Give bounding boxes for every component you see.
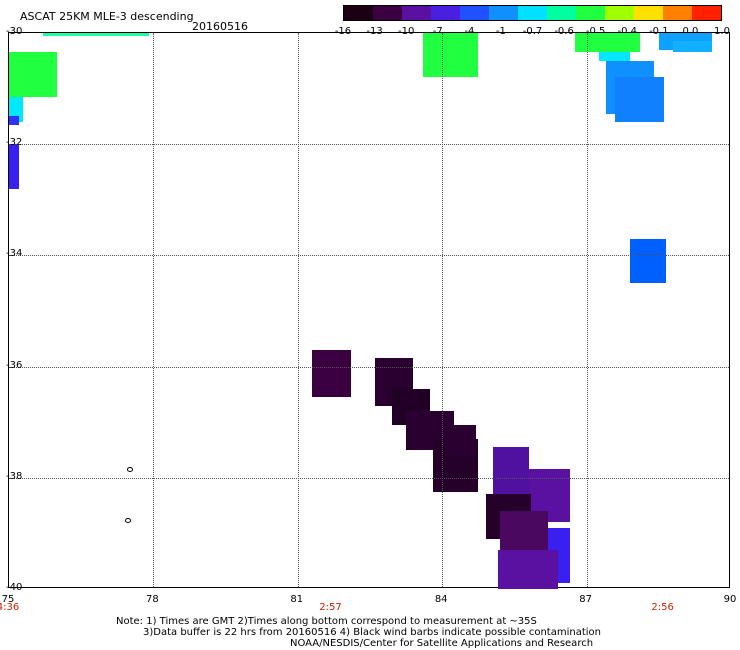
map-title: ASCAT 25KM MLE-3 descending [20,10,194,23]
colorbar-label: -0.4 [617,26,638,37]
lat-tick-label: -34 [6,248,23,260]
wind-cell [9,144,19,189]
colorbar-label: -13 [366,26,383,37]
colorbar-label: 0.0 [682,26,699,37]
grid-line-lon [153,33,155,587]
colorbar-segment [489,6,518,20]
colorbar [343,5,722,21]
time-label: 4:36 [0,602,20,613]
colorbar-segment [518,6,547,20]
colorbar-segment [460,6,489,20]
lon-tick-label: 75 [1,594,15,605]
wind-cell [422,33,479,78]
lat-tick-label: -36 [6,359,23,371]
grid-line-lon [442,33,444,587]
wind-cell [42,33,149,36]
lon-tick-label: 78 [146,594,159,605]
wind-cell [444,424,476,456]
note-line-3: NOAA/NESDIS/Center for Satellite Applica… [290,638,594,649]
colorbar-segment [431,6,460,20]
wind-cell [615,77,664,122]
wind-cell [598,52,630,61]
colorbar-segment [344,6,373,20]
colorbar-segment [663,6,692,20]
grid-line-lat [9,255,729,257]
grid-line-lat [9,366,729,368]
colorbar-label: -0.6 [554,26,574,37]
lat-tick-label: -38 [6,470,23,482]
time-label: 2:56 [651,602,674,613]
lat-tick-label: -40 [6,582,23,593]
wind-cell [673,41,712,53]
colorbar-label: -16 [334,26,352,37]
wind-cell [497,550,558,589]
colorbar-label: -0.1 [649,26,669,37]
colorbar-segment [576,6,605,20]
grid-line-lat [9,144,729,146]
lon-tick-label: 84 [434,594,448,605]
wind-cell [574,33,640,53]
colorbar-label: -1 [495,26,506,37]
note-line-1: Note: 1) Times are GMT 2)Times along bot… [116,616,537,627]
lon-tick-label: 87 [579,594,592,605]
colorbar-segment [373,6,402,20]
map-date: 20160516 [192,20,248,33]
colorbar-label: -0.7 [522,26,543,37]
wind-barb [127,467,134,473]
wind-cell [9,52,58,97]
grid-line-lon [586,33,588,587]
lon-tick-label: 81 [290,594,304,605]
colorbar-label: 1.0 [714,26,730,37]
lon-tick-label: 90 [723,594,737,605]
lat-tick-label: -32 [6,137,23,149]
map-plot [8,32,730,589]
wind-cell [312,349,351,398]
time-label: 2:57 [319,602,342,613]
grid-line-lon [297,33,299,587]
colorbar-segment [605,6,634,20]
colorbar-label: -7 [432,26,443,37]
grid-line-lat [9,477,729,479]
note-line-2: 3)Data buffer is 22 hrs from 20160516 4)… [143,627,601,638]
wind-barb [124,517,131,523]
colorbar-segment [634,6,663,20]
lat-tick-label: -30 [6,26,23,37]
colorbar-segment [402,6,431,20]
colorbar-label: -4 [464,26,475,37]
wind-cell [9,116,19,125]
wind-cell [629,238,666,284]
colorbar-segment [692,6,721,20]
colorbar-segment [547,6,576,20]
colorbar-label: -10 [397,26,415,37]
colorbar-label: -0.5 [585,26,606,37]
